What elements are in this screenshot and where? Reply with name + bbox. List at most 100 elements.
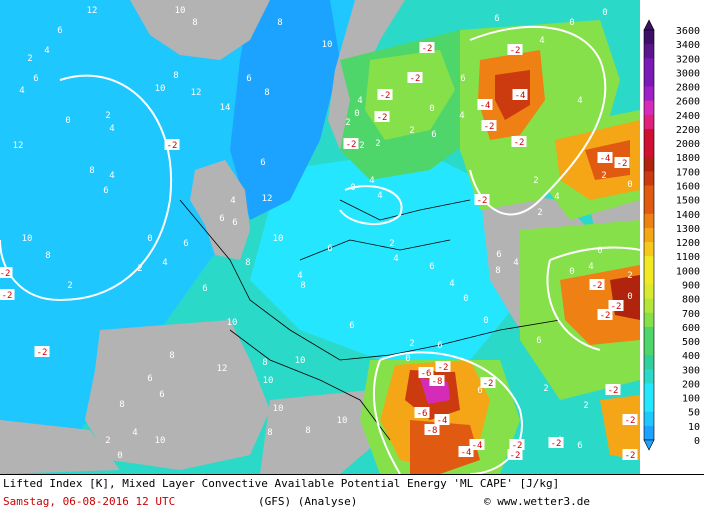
coastline-europe — [179, 199, 561, 441]
legend-value-label: 1100 — [676, 252, 700, 263]
legend-swatch — [644, 100, 654, 116]
negative-lifted-index-label: -2 — [510, 451, 521, 461]
legend-value-label: 1300 — [676, 224, 700, 235]
negative-lifted-index-label: -2 — [611, 302, 622, 312]
positive-lifted-index-label: 0 — [429, 104, 434, 114]
negative-lifted-index-label: -4 — [461, 448, 472, 458]
lifted-index-label-box — [608, 300, 624, 311]
positive-lifted-index-label: 2 — [537, 208, 542, 218]
lifted-index-label-box — [0, 289, 15, 300]
negative-lifted-index-label: -6 — [421, 369, 432, 379]
legend-swatch — [644, 341, 654, 356]
legend-value-label: 3200 — [676, 54, 700, 65]
legend-value-label: 300 — [682, 365, 700, 376]
lifted-index-label-box — [474, 194, 490, 205]
footer: Lifted Index [K], Mixed Layer Convective… — [0, 474, 704, 513]
positive-lifted-index-label: 2 — [345, 118, 350, 128]
negative-lifted-index-label: -4 — [515, 91, 526, 101]
legend-value-label: 2200 — [676, 125, 700, 136]
legend-value-label: 1400 — [676, 210, 700, 221]
cape-core-greece — [600, 395, 640, 460]
legend-swatch — [644, 312, 654, 328]
contour-zero-europe — [339, 185, 403, 226]
negative-lifted-index-label: -2 — [617, 159, 628, 169]
positive-lifted-index-label: 2 — [27, 54, 32, 64]
positive-lifted-index-label: 2 — [67, 281, 72, 291]
copyright-link[interactable]: © www.wetter3.de — [484, 495, 590, 508]
positive-lifted-index-label: 0 — [405, 354, 410, 364]
positive-lifted-index-label: 6 — [202, 284, 207, 294]
land-greenland — [130, 0, 270, 60]
land-central-africa — [260, 390, 380, 474]
contour-zero-italy — [372, 351, 523, 474]
negative-lifted-index-label: -2 — [484, 122, 495, 132]
positive-lifted-index-label: 2 — [583, 401, 588, 411]
positive-lifted-index-label: 14 — [220, 103, 231, 113]
positive-lifted-index-label: 12 — [191, 88, 202, 98]
contour-zero-east — [469, 25, 607, 216]
positive-lifted-index-label: 4 — [162, 258, 167, 268]
positive-lifted-index-label: 10 — [155, 436, 166, 446]
positive-lifted-index-label: 0 — [147, 234, 152, 244]
negative-lifted-index-label: -2 — [483, 379, 494, 389]
negative-lifted-index-label: -4 — [472, 441, 483, 451]
positive-lifted-index-label: 10 — [273, 234, 284, 244]
negative-lifted-index-label: -2 — [438, 363, 449, 373]
cape-color-scale: 3600340032003000280026002400220020001800… — [643, 19, 700, 451]
positive-lifted-index-label: 10 — [263, 376, 274, 386]
lifted-index-label-box — [614, 157, 630, 168]
legend-swatch — [644, 44, 654, 59]
lifted-index-label-box — [622, 449, 638, 460]
negative-lifted-index-label: -2 — [346, 140, 357, 150]
lifted-index-label-box — [377, 89, 393, 100]
positive-lifted-index-label: 6 — [429, 262, 434, 272]
negative-lifted-index-label: -2 — [512, 441, 523, 451]
positive-lifted-index-label: 0 — [597, 246, 602, 256]
negative-lifted-index-label: -2 — [608, 386, 619, 396]
positive-lifted-index-label: 2 — [375, 139, 380, 149]
lifted-index-label-box — [343, 138, 359, 149]
positive-lifted-index-label: 6 — [437, 341, 442, 351]
lifted-index-label-box — [589, 279, 605, 290]
positive-lifted-index-label: 8 — [277, 18, 282, 28]
positive-lifted-index-label: 8 — [305, 426, 310, 436]
legend-value-label: 100 — [682, 394, 700, 405]
positive-lifted-index-label: 8 — [267, 428, 272, 438]
legend-swatch — [644, 242, 654, 257]
positive-lifted-index-label: 6 — [159, 390, 164, 400]
legend-swatch — [644, 171, 654, 187]
lifted-index-label-box — [511, 136, 527, 147]
legend-swatch — [644, 256, 654, 271]
land-uk — [190, 160, 250, 260]
positive-lifted-index-label: 2 — [601, 171, 606, 181]
positive-lifted-index-label: 2 — [137, 264, 142, 274]
positive-lifted-index-label: 6 — [219, 214, 224, 224]
positive-lifted-index-label: 6 — [577, 441, 582, 451]
lifted-index-label-box — [34, 346, 50, 357]
positive-lifted-index-label: 8 — [45, 251, 50, 261]
negative-lifted-index-label: -8 — [427, 426, 438, 436]
positive-lifted-index-label: 4 — [109, 124, 114, 134]
legend-swatch — [644, 270, 654, 285]
cape-zone-central — [250, 150, 520, 360]
positive-lifted-index-label: 4 — [393, 254, 398, 264]
legend-value-label: 0 — [694, 436, 700, 447]
legend-swatch — [644, 114, 654, 130]
positive-lifted-index-label: 6 — [496, 250, 501, 260]
legend-swatch — [644, 128, 654, 144]
lifted-index-label-box — [509, 439, 525, 450]
positive-lifted-index-label: 6 — [103, 186, 108, 196]
negative-lifted-index-label: -2 — [600, 311, 611, 321]
legend-swatch — [644, 143, 654, 158]
positive-lifted-index-label: 10 — [273, 404, 284, 414]
lifted-index-label-box — [507, 449, 523, 460]
positive-lifted-index-label: 10 — [155, 84, 166, 94]
legend-value-label: 1600 — [676, 182, 700, 193]
negative-lifted-index-label: -2 — [592, 281, 603, 291]
legend-swatch — [644, 355, 654, 370]
lifted-index-label-box — [458, 446, 474, 457]
legend-value-label: 900 — [682, 280, 700, 291]
lifted-index-label-box — [418, 367, 434, 378]
legend-value-label: 3400 — [676, 40, 700, 51]
